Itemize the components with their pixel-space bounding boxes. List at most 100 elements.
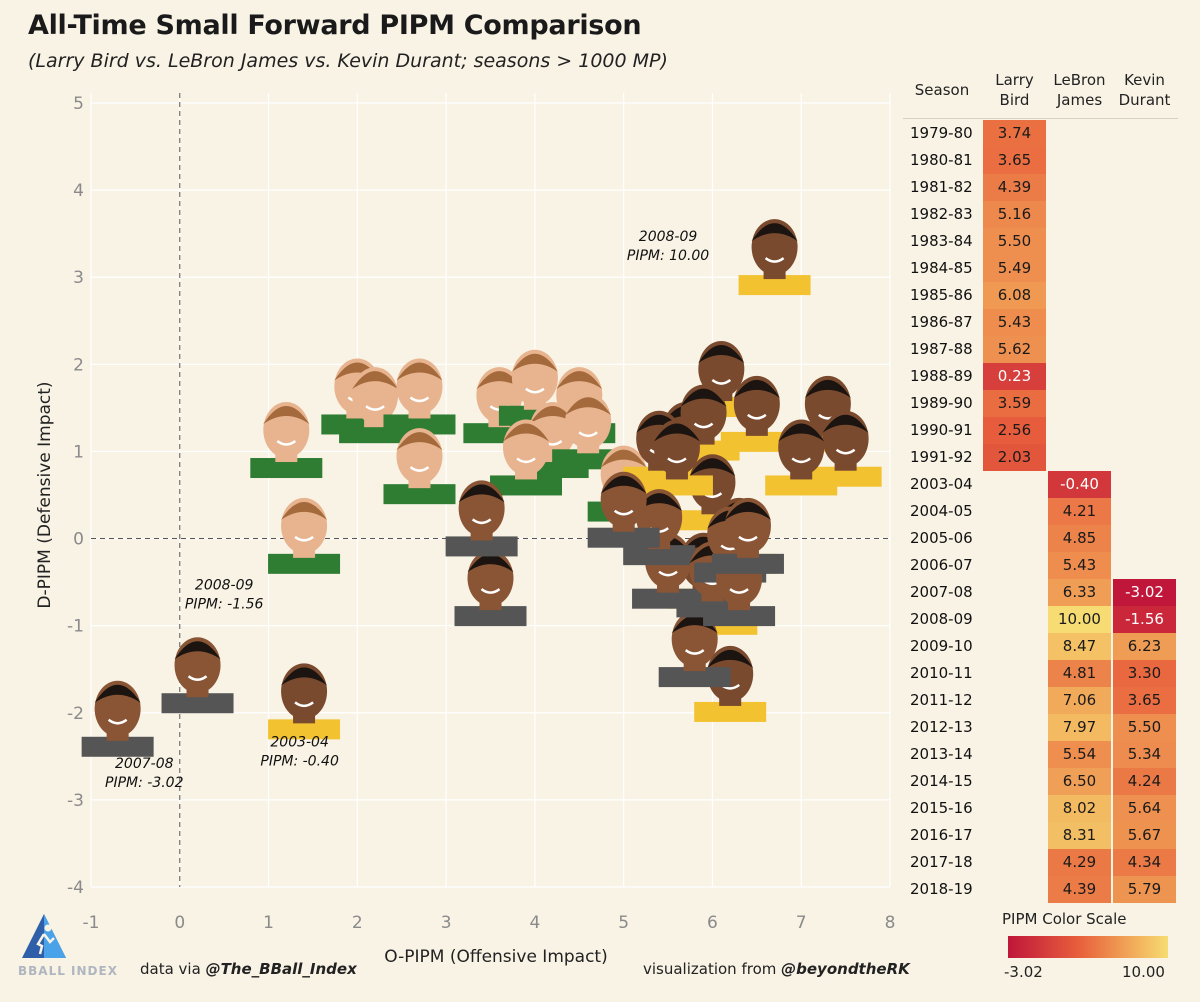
hair <box>565 397 612 416</box>
smile <box>693 422 714 429</box>
pipm-cell-lebron: -0.40 <box>1048 471 1111 498</box>
smile <box>409 396 430 403</box>
smile <box>107 718 128 725</box>
pipm-cell-bird: 3.74 <box>983 120 1046 147</box>
marker-kevin-durant <box>161 637 234 714</box>
table-row: 2016-17 8.31 5.67 <box>903 822 1178 849</box>
smile <box>613 509 634 516</box>
hair <box>680 388 727 407</box>
header-bird: Larry Bird <box>983 70 1046 110</box>
smile <box>409 466 430 472</box>
header-lebron-line1: LeBron <box>1053 71 1106 89</box>
season-cell: 2008-09 <box>910 610 973 628</box>
annotation-season: 2003-04 <box>270 734 329 750</box>
smile <box>658 570 678 577</box>
table-row: 2009-10 8.47 6.23 <box>903 633 1178 660</box>
jersey <box>738 275 811 296</box>
season-cell: 2016-17 <box>910 826 973 844</box>
table-row: 1984-85 5.49 <box>903 255 1178 282</box>
smile <box>764 257 785 263</box>
season-cell: 2003-04 <box>910 475 973 493</box>
smile <box>791 457 811 464</box>
smile <box>525 387 545 394</box>
smile <box>480 588 501 594</box>
table-row: 1983-84 5.50 <box>903 228 1178 255</box>
table-row: 2011-12 7.06 3.65 <box>903 687 1178 714</box>
hair <box>476 371 523 390</box>
hair <box>600 475 647 494</box>
smile <box>711 379 732 385</box>
season-cell: 1986-87 <box>910 313 973 331</box>
pipm-cell-lebron: 8.02 <box>1048 795 1111 822</box>
jersey <box>81 736 154 757</box>
header-lebron: LeBron James <box>1048 70 1111 110</box>
hair <box>396 362 443 381</box>
pipm-cell-lebron: 4.29 <box>1048 849 1111 876</box>
table-row: 1982-83 5.16 <box>903 201 1178 228</box>
pipm-cell-lebron: 5.43 <box>1048 552 1111 579</box>
hair <box>733 379 780 398</box>
y-tick-label: 4 <box>73 181 84 201</box>
season-cell: 2018-19 <box>910 880 973 898</box>
header-bird-line1: Larry <box>995 71 1034 89</box>
season-cell: 2006-07 <box>910 556 973 574</box>
table-row: 2007-08 6.33 -3.02 <box>903 579 1178 606</box>
smile <box>684 649 705 655</box>
x-tick-label: 4 <box>529 913 540 933</box>
pipm-cell-durant: 4.34 <box>1113 849 1176 876</box>
season-cell: 2014-15 <box>910 772 973 790</box>
viz-credit: visualization from @beyondtheRK <box>643 960 910 978</box>
hair <box>600 449 647 468</box>
y-tick-label: 0 <box>73 530 84 550</box>
season-cell: 2013-14 <box>910 745 973 763</box>
season-cell: 1988-89 <box>910 367 973 385</box>
jersey <box>383 484 456 505</box>
pipm-cell-lebron: 10.00 <box>1048 606 1111 633</box>
table-row: 1989-90 3.59 <box>903 390 1178 417</box>
annotation-season: 2008-09 <box>639 229 698 245</box>
pipm-cell-bird: 0.23 <box>983 363 1046 390</box>
hair <box>281 667 328 686</box>
smile <box>471 518 492 525</box>
header-divider <box>903 118 1178 119</box>
pipm-cell-lebron: 6.33 <box>1048 579 1111 606</box>
color-scale-min: -3.02 <box>1004 963 1043 981</box>
hair <box>281 501 328 520</box>
marker-kevin-durant <box>445 480 518 557</box>
marker-larry-bird <box>552 393 625 470</box>
y-tick-label: -3 <box>67 791 84 811</box>
annotation-season: 2007-08 <box>115 756 174 772</box>
data-credit: data via @The_BBall_Index <box>140 960 357 978</box>
season-cell: 1980-81 <box>910 151 973 169</box>
color-scale-bar <box>1008 936 1168 958</box>
marker-larry-bird <box>250 402 323 479</box>
pipm-cell-durant: 5.50 <box>1113 714 1176 741</box>
color-scale-title: PIPM Color Scale <box>1002 910 1127 928</box>
hair <box>636 414 683 433</box>
table-row: 2008-09 10.00 -1.56 <box>903 606 1178 633</box>
header-lebron-line2: James <box>1056 91 1103 109</box>
table-row: 2017-18 4.29 4.34 <box>903 849 1178 876</box>
marker-kevin-durant <box>711 497 784 574</box>
season-cell: 1982-83 <box>910 205 973 223</box>
season-cell: 1983-84 <box>910 232 973 250</box>
hair <box>352 371 399 390</box>
pipm-cell-lebron: 4.81 <box>1048 660 1111 687</box>
smile <box>294 701 314 708</box>
pipm-cell-durant: 5.67 <box>1113 822 1176 849</box>
season-cell: 1989-90 <box>910 394 973 412</box>
hair <box>503 423 550 442</box>
table-row: 1987-88 5.62 <box>903 336 1178 363</box>
x-tick-label: 1 <box>263 913 274 933</box>
header-bird-line2: Bird <box>999 91 1030 109</box>
table-row: 2005-06 4.85 <box>903 525 1178 552</box>
season-cell: 2011-12 <box>910 691 973 709</box>
table-row: 2013-14 5.54 5.34 <box>903 741 1178 768</box>
hair <box>458 484 505 503</box>
pipm-cell-durant: 3.65 <box>1113 687 1176 714</box>
y-tick-label: -2 <box>67 704 84 724</box>
scatter-plot: -1 0 1 2 3 4 5 6 7 8 5 4 3 2 1 0 -1 -2 -3 -4 2008-09 PIPM: 1… <box>35 93 895 967</box>
table-row: 1988-89 0.23 <box>903 363 1178 390</box>
y-tick-label: 1 <box>73 442 84 462</box>
jersey <box>694 701 767 722</box>
